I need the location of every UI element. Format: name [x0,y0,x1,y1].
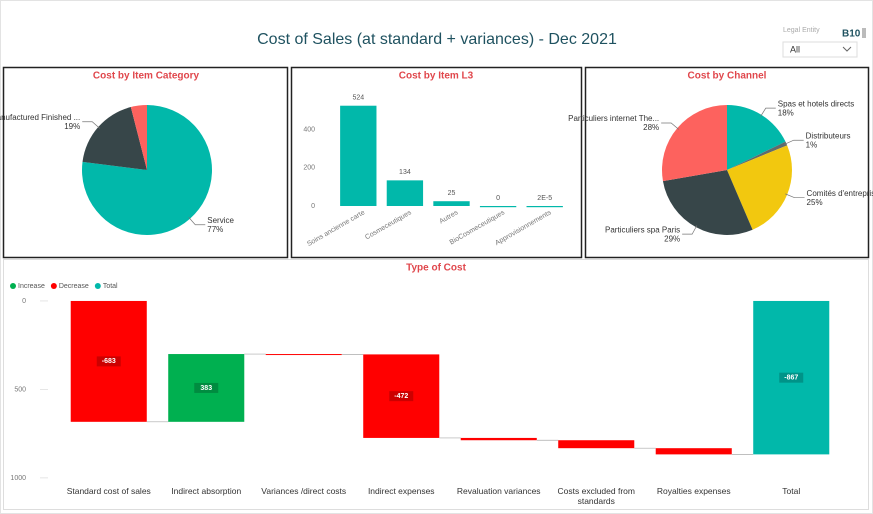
legend-swatch [50,283,57,289]
leader-line [760,107,776,117]
pie-slice [727,145,792,230]
leader-line [785,193,805,199]
value-label: 524 [352,95,364,102]
waterfall-bar [168,354,245,422]
slice-label: Distributeurs [806,131,851,140]
slicer-value: All [790,44,800,54]
x-tick-label: Indirect expenses [367,486,435,496]
x-tick-label: Costs excluded from standards [557,486,635,506]
panel [2,66,289,259]
waterfall-bar [753,300,830,455]
chart-title: Cost by Item L3 [399,71,474,82]
waterfall-bar [460,437,537,441]
legend-swatch [10,283,16,289]
waterfall-bar [655,448,732,455]
slice-value-label: 25% [807,198,823,207]
waterfall-bar [558,440,635,449]
label-background [389,391,414,402]
value-label: -683 [102,358,116,365]
badge-scroll [862,28,866,38]
pie-slice [727,105,786,170]
y-tick-label: 200 [303,165,315,172]
leader-line [784,139,804,145]
dropdown-arrow [842,46,852,52]
y-tick-label: 1000 [10,475,26,482]
pie-slice [82,105,213,235]
chart-title: Type of Cost [406,263,466,274]
panel [290,66,583,259]
x-tick-label: Standard cost of sales [66,486,151,496]
waterfall-bar [70,300,147,422]
slicer-dropdown[interactable] [782,41,858,58]
slice-value-label: 77% [207,225,223,234]
x-tick-label: Variances /direct costs [261,486,347,496]
x-tick-label: Revaluation variances [456,486,541,496]
x-tick-label: Indirect absorption [171,486,242,496]
value-label: -867 [784,375,798,382]
slice-label: Spas et hotels directs [778,99,854,108]
bar [526,206,563,208]
bar [433,201,470,206]
panel [3,259,869,510]
slice-label: Particuliers internet The... [568,114,659,123]
legend-label: Total [103,283,118,290]
pie-slice [662,170,753,236]
waterfall-bar [265,354,342,356]
value-label: 2E-5 [537,195,552,202]
slice-value-label: 19% [64,122,80,131]
slice-value-label: 1% [806,140,818,149]
slice-value-label: 29% [664,234,680,243]
value-label: 383 [200,385,212,392]
chart-title: Cost by Item Category [93,71,200,82]
bar [340,105,377,206]
bar [479,206,517,208]
legend-label: Increase [18,283,45,290]
bar [386,180,424,206]
slice-label: Particuliers spa Paris [605,225,680,234]
slicer-label: Legal Entity [783,27,820,34]
leader-line [188,217,206,226]
page-title: Cost of Sales (at standard + variances) … [257,31,617,48]
pie-slice [130,105,147,170]
slice-value-label: 18% [778,108,794,117]
leader-line [82,121,100,129]
value-label: 0 [496,195,500,202]
legend-swatch [94,283,101,289]
y-tick-label: 500 [14,386,26,393]
waterfall-bar [363,354,440,438]
pie-slice [727,141,788,170]
value-label: -472 [394,393,408,400]
label-background [194,382,219,393]
x-tick-label: Royalties expenses [656,486,731,496]
y-tick-label: 0 [311,203,315,210]
label-background [96,356,121,367]
y-tick-label: 400 [303,126,315,133]
slice-label: Service [207,216,234,225]
y-tick-label: 0 [22,298,26,305]
x-tick-label: Total [782,486,801,496]
pie-slice [662,105,727,182]
slice-label: Comités d'entrepris... [807,189,873,198]
leader-line [682,225,698,235]
leader-line [661,122,680,130]
label-background [779,372,804,383]
value-label: 134 [399,169,411,176]
slice-value-label: 28% [643,123,659,132]
legend-label: Decrease [59,283,89,290]
panel [584,66,870,259]
pie-slice [82,107,147,170]
value-label: 25 [448,190,456,197]
chart-title: Cost by Channel [688,71,767,82]
badge: B10 [842,29,861,40]
slice-label: Manufactured Finished ... [0,113,80,122]
